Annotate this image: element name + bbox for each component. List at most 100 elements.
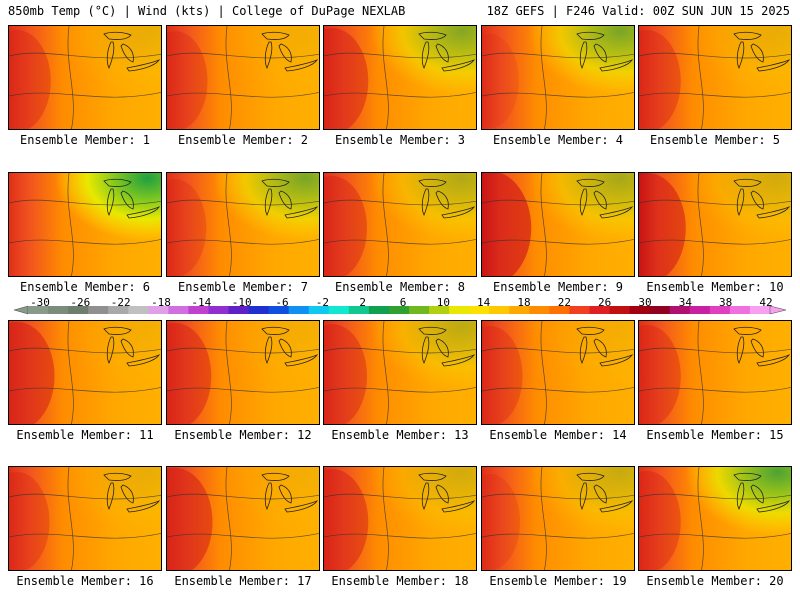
- cool-air-shading: [639, 26, 791, 129]
- height-contours: [639, 26, 791, 129]
- ensemble-map-panel: [166, 466, 320, 571]
- great-lakes-outline: [576, 326, 634, 367]
- map-title: 850mb Temp (°C) | Wind (kts) | College o…: [8, 4, 406, 18]
- cool-air-shading: [324, 467, 476, 570]
- ensemble-map-panel: [323, 466, 477, 571]
- height-contours: [167, 26, 319, 129]
- colorbar-swatch: [729, 306, 751, 314]
- height-contours: [639, 321, 791, 424]
- great-lakes-outline: [261, 31, 319, 72]
- colorbar-low-arrow: [13, 305, 29, 315]
- ensemble-map-panel: [481, 25, 635, 130]
- colorbar-swatch: [529, 306, 550, 314]
- cool-air-shading: [167, 467, 319, 570]
- cool-air-shading: [9, 321, 161, 424]
- ensemble-member-label: Ensemble Member: 5: [649, 133, 781, 147]
- ensemble-map-panel: [481, 466, 635, 571]
- cool-air-shading: [482, 173, 634, 276]
- colorbar-swatch: [48, 306, 69, 314]
- colorbar-tick-label: -26: [70, 296, 91, 309]
- ensemble-map-panel: [323, 25, 477, 130]
- colorbar-swatch: [168, 306, 189, 314]
- height-contours: [167, 467, 319, 570]
- colorbar-tick-label: -2: [315, 296, 329, 309]
- height-contours: [324, 321, 476, 424]
- colorbar-tick-label: 2: [359, 296, 366, 309]
- colorbar-swatch: [228, 306, 250, 314]
- warm-core-shading: [639, 325, 681, 424]
- ensemble-map-panel: [481, 172, 635, 277]
- colorbar-tick-label: 34: [678, 296, 692, 309]
- colorbar-swatch: [689, 306, 711, 314]
- ensemble-map-panel: [323, 320, 477, 425]
- colorbar-tick-label: 14: [477, 296, 491, 309]
- great-lakes-outline: [103, 326, 161, 367]
- colorbar-tick-label: 22: [557, 296, 571, 309]
- colorbar-swatch: [429, 306, 450, 314]
- ensemble-map-panel: [481, 320, 635, 425]
- colorbar-swatch: [88, 306, 109, 314]
- ensemble-map-panel: [166, 172, 320, 277]
- great-lakes-outline: [418, 472, 476, 513]
- ensemble-member-label: Ensemble Member: 20: [646, 574, 784, 588]
- great-lakes-outline: [418, 31, 476, 72]
- ensemble-member-label: Ensemble Member: 19: [489, 574, 627, 588]
- cool-air-shading: [167, 321, 319, 424]
- great-lakes-outline: [261, 472, 319, 513]
- colorbar-swatch: [449, 306, 470, 314]
- colorbar-tick-label: -10: [231, 296, 252, 309]
- colorbar-tick-label: -18: [151, 296, 171, 309]
- colorbar-tick-label: -14: [191, 296, 212, 309]
- height-contours: [324, 26, 476, 129]
- great-lakes-outline: [103, 472, 161, 513]
- ensemble-member-label: Ensemble Member: 11: [16, 428, 154, 442]
- colorbar-tick-label: 18: [517, 296, 531, 309]
- cool-air-shading: [324, 26, 476, 129]
- height-contours: [9, 26, 161, 129]
- cool-air-shading: [167, 26, 319, 129]
- ensemble-map-panel: [8, 172, 162, 277]
- ensemble-member-label: Ensemble Member: 10: [646, 280, 784, 294]
- colorbar-swatch: [669, 306, 691, 314]
- colorbar-tick-label: 10: [436, 296, 450, 309]
- colorbar-swatch: [368, 306, 390, 314]
- great-lakes-outline: [418, 326, 476, 367]
- great-lakes-outline: [418, 178, 476, 219]
- ensemble-member-label: Ensemble Member: 1: [19, 133, 151, 147]
- colorbar-swatch: [188, 306, 209, 314]
- ensemble-member-label: Ensemble Member: 18: [331, 574, 469, 588]
- cool-air-shading: [9, 26, 161, 129]
- colorbar-tick-label: 42: [759, 296, 773, 309]
- ensemble-map-panel: [8, 25, 162, 130]
- ensemble-map-panel: [638, 25, 792, 130]
- great-lakes-outline: [576, 178, 634, 219]
- cool-air-shading: [482, 26, 634, 129]
- ensemble-member-label: Ensemble Member: 15: [646, 428, 784, 442]
- height-contours: [482, 26, 634, 129]
- colorbar-swatch: [709, 306, 731, 314]
- great-lakes-outline: [576, 472, 634, 513]
- ensemble-map-panel: [638, 172, 792, 277]
- cool-air-shading: [482, 467, 634, 570]
- height-contours: [324, 467, 476, 570]
- colorbar-tick-label: 6: [399, 296, 407, 309]
- temperature-field: [639, 321, 791, 424]
- ensemble-map-panel: [8, 466, 162, 571]
- height-contours: [482, 321, 634, 424]
- ensemble-member-label: Ensemble Member: 17: [174, 574, 312, 588]
- height-contours: [639, 467, 791, 570]
- colorbar-swatch: [469, 306, 490, 314]
- ensemble-member-label: Ensemble Member: 13: [331, 428, 469, 442]
- colorbar-high-arrow: [769, 305, 787, 315]
- colorbar-swatch: [328, 306, 350, 314]
- colorbar-swatch: [288, 306, 310, 314]
- ensemble-map-panel: [166, 320, 320, 425]
- colorbar-swatch: [208, 306, 230, 314]
- colorbar-swatch: [549, 306, 570, 314]
- ensemble-member-label: Ensemble Member: 12: [174, 428, 312, 442]
- colorbar-swatch: [68, 306, 89, 314]
- colorbar-swatch: [749, 306, 771, 314]
- great-lakes-outline: [261, 178, 319, 219]
- height-contours: [324, 173, 476, 276]
- ensemble-member-label: Ensemble Member: 3: [334, 133, 466, 147]
